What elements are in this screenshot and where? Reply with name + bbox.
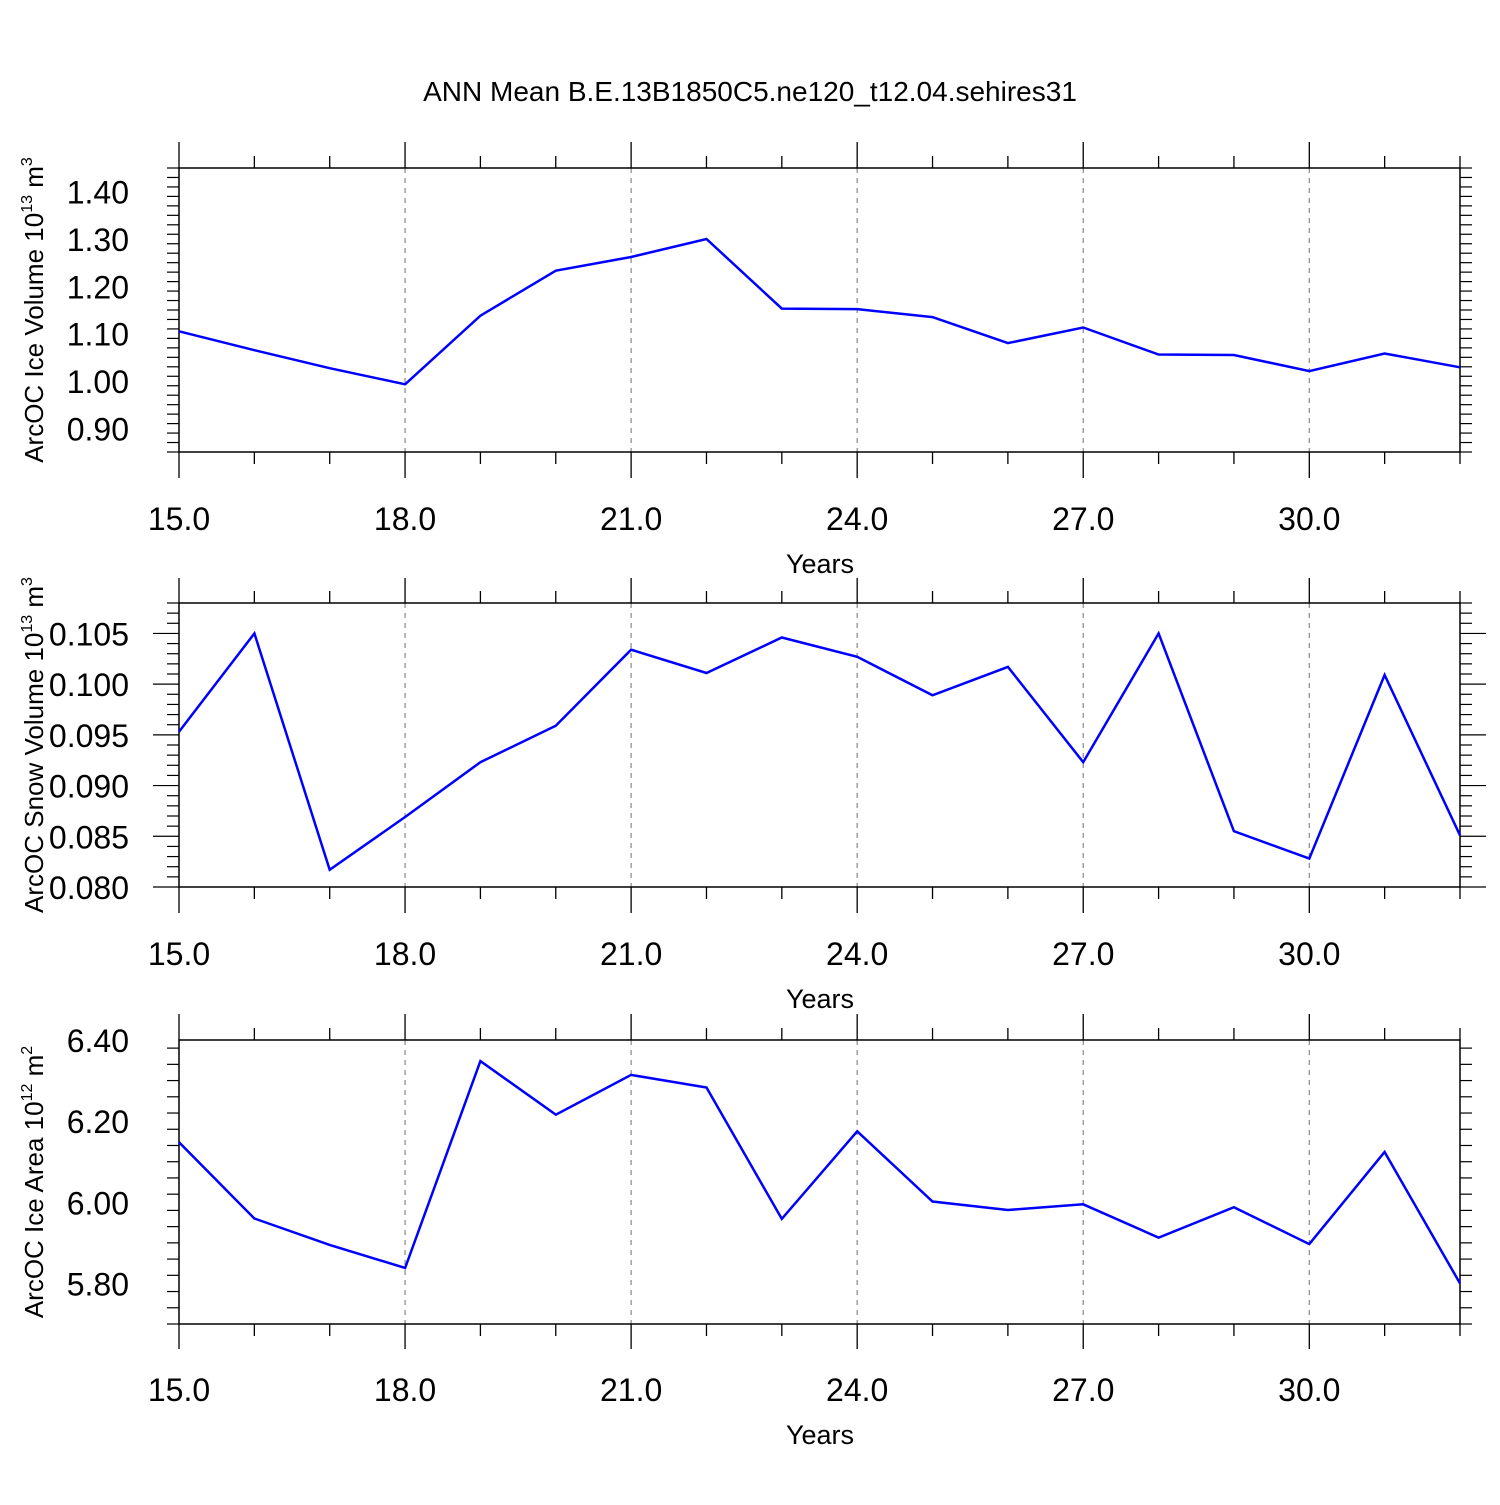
x-tick-label: 21.0 — [600, 501, 662, 537]
x-axis-label: Years — [786, 984, 854, 1014]
x-tick-label: 15.0 — [148, 1372, 210, 1408]
y-label-text: ArcOC Ice Area 10 — [19, 1101, 49, 1318]
y-label-unit: m — [19, 1055, 49, 1084]
x-tick-label: 27.0 — [1052, 1372, 1114, 1408]
y-tick-label: 0.90 — [67, 411, 129, 447]
panel-3: 15.0 18.0 21.0 24.0 27.0 30.0 Years 5.80 6.00 6.2… — [19, 1014, 1472, 1450]
y-tick-label: 1.30 — [67, 222, 129, 258]
y-label-text: ArcOC Ice Volume 10 — [19, 213, 49, 463]
x-tick-label: 24.0 — [826, 501, 888, 537]
y-axis-label: ArcOC Ice Area 1012 m2 — [19, 1046, 49, 1318]
y-label-exponent: 13 — [19, 615, 36, 633]
y-tick-label: 5.80 — [67, 1266, 129, 1302]
y-tick-label: 1.10 — [67, 317, 129, 353]
x-tick-label: 24.0 — [826, 1372, 888, 1408]
y-tick-label: 0.100 — [49, 667, 129, 703]
y-label-exponent: 12 — [19, 1084, 36, 1102]
y-tick-label: 0.090 — [49, 769, 129, 805]
y-tick-label: 0.105 — [49, 616, 129, 652]
x-tick-label: 27.0 — [1052, 501, 1114, 537]
x-axis-label: Years — [786, 1420, 854, 1450]
y-label-text: ArcOC Snow Volume 10 — [19, 633, 49, 913]
y-label-unit: m — [19, 166, 49, 195]
x-tick-label: 24.0 — [826, 936, 888, 972]
y-tick-label: 0.095 — [49, 718, 129, 754]
y-label-unit-exponent: 3 — [19, 577, 36, 586]
x-tick-label: 18.0 — [374, 936, 436, 972]
x-tick-label: 30.0 — [1278, 936, 1340, 972]
x-tick-label: 21.0 — [600, 1372, 662, 1408]
y-tick-label: 6.00 — [67, 1185, 129, 1221]
x-axis-label: Years — [786, 549, 854, 579]
x-tick-label: 30.0 — [1278, 1372, 1340, 1408]
series-line — [179, 239, 1460, 384]
y-axis-label: ArcOC Ice Volume 1013 m3 — [19, 157, 49, 463]
y-tick-label: 1.20 — [67, 269, 129, 305]
series-line — [179, 1061, 1460, 1283]
x-tick-label: 21.0 — [600, 936, 662, 972]
y-axis-label: ArcOC Snow Volume 1013 m3 — [19, 577, 49, 913]
series-line — [179, 633, 1460, 869]
y-tick-label: 6.40 — [67, 1023, 129, 1059]
panels: 15.0 18.0 21.0 24.0 27.0 30.0 Years 0.90 1.00 1.1… — [19, 142, 1486, 1450]
panel-2: 15.0 18.0 21.0 24.0 27.0 30.0 Years 0.080 0.085 0… — [19, 577, 1486, 1014]
y-label-exponent: 13 — [19, 195, 36, 213]
x-tick-label: 30.0 — [1278, 501, 1340, 537]
y-tick-label: 0.080 — [49, 870, 129, 906]
y-label-unit-exponent: 2 — [19, 1046, 36, 1055]
plot-frame — [179, 1040, 1460, 1324]
x-tick-label: 27.0 — [1052, 936, 1114, 972]
y-label-unit: m — [19, 586, 49, 615]
x-tick-label: 15.0 — [148, 936, 210, 972]
y-tick-label: 1.00 — [67, 364, 129, 400]
y-label-unit-exponent: 3 — [19, 157, 36, 166]
y-tick-label: 6.20 — [67, 1104, 129, 1140]
panel-1: 15.0 18.0 21.0 24.0 27.0 30.0 Years 0.90 1.00 1.1… — [19, 142, 1472, 579]
x-tick-label: 18.0 — [374, 501, 436, 537]
y-tick-label: 1.40 — [67, 175, 129, 211]
x-tick-label: 15.0 — [148, 501, 210, 537]
x-tick-label: 18.0 — [374, 1372, 436, 1408]
chart-title: ANN Mean B.E.13B1850C5.ne120_t12.04.sehi… — [423, 76, 1077, 107]
y-tick-label: 0.085 — [49, 819, 129, 855]
